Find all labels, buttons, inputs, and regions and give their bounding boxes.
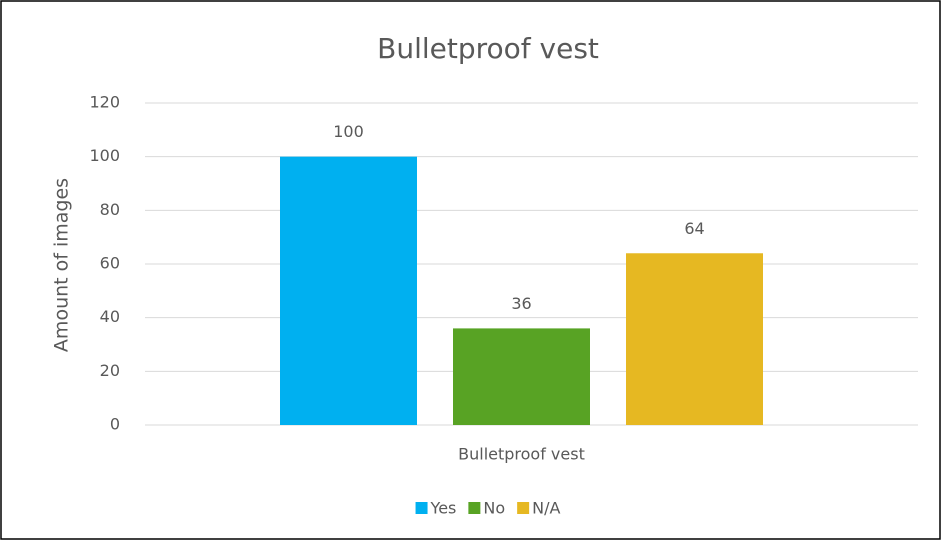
data-label: 36 (511, 294, 531, 313)
y-tick-label: 20 (100, 361, 120, 380)
legend-swatch (468, 502, 481, 514)
y-axis-title: Amount of images (51, 178, 73, 352)
bar (626, 253, 763, 425)
y-tick-label: 80 (100, 200, 120, 219)
x-tick-label: Bulletproof vest (458, 445, 585, 464)
y-tick-label: 100 (89, 146, 120, 165)
legend-swatch (517, 502, 530, 514)
legend-label: Yes (430, 499, 457, 518)
legend-swatch (415, 502, 428, 514)
y-tick-label: 0 (110, 415, 120, 434)
legend-label: N/A (532, 499, 560, 518)
data-label: 100 (333, 122, 364, 141)
bar (453, 328, 590, 425)
y-tick-label: 40 (100, 307, 120, 326)
y-tick-label: 60 (100, 254, 120, 273)
legend-label: No (483, 499, 505, 518)
bar (280, 156, 417, 425)
chart-title: Bulletproof vest (377, 32, 599, 65)
y-tick-label: 120 (89, 93, 120, 112)
data-label: 64 (684, 219, 704, 238)
